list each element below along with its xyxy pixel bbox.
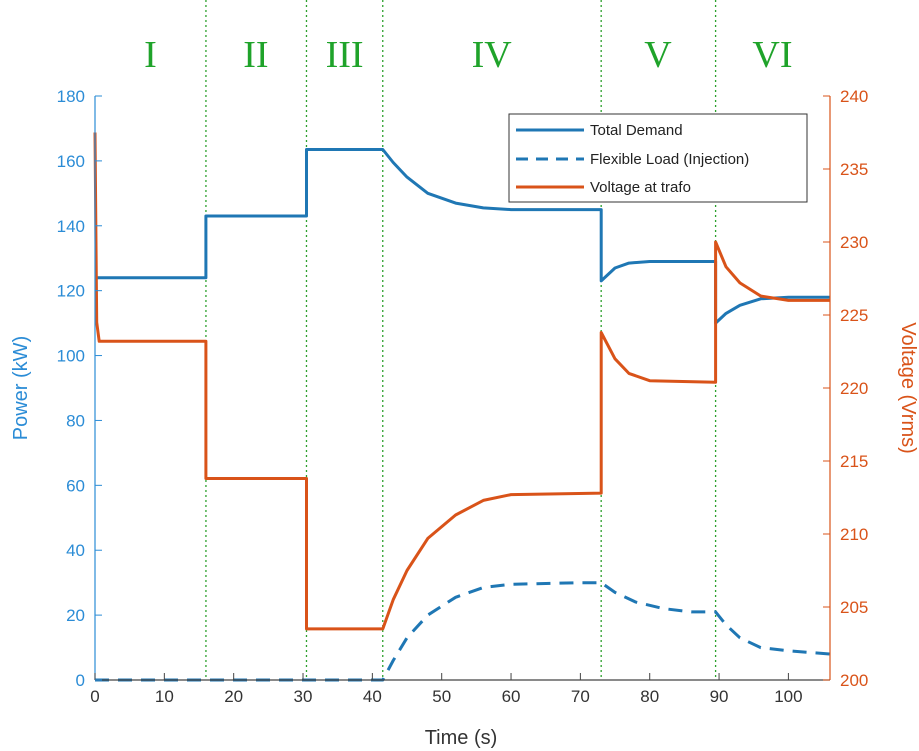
x-tick-label-3: 30 xyxy=(294,687,313,706)
phase-labels: I II III IV V VI xyxy=(144,34,792,76)
right-y-tick-label-3: 215 xyxy=(840,452,868,471)
phase-label-2: II xyxy=(243,34,268,76)
phase-label-3: III xyxy=(326,34,364,76)
left-y-tick-label-0: 0 xyxy=(76,671,85,690)
phase-label-4: IV xyxy=(472,34,513,76)
x-tick-label-8: 80 xyxy=(640,687,659,706)
right-y-tick-label-5: 225 xyxy=(840,306,868,325)
tick-labels: 0 10 20 30 40 50 60 70 80 90 100 0 20 40 60 80 100 120 140… xyxy=(57,87,869,706)
x-axis-title: Time (s) xyxy=(425,727,498,749)
left-y-tick-label-8: 160 xyxy=(57,152,85,171)
axes xyxy=(94,95,831,681)
right-y-tick-label-0: 200 xyxy=(840,671,868,690)
left-y-tick-label-9: 180 xyxy=(57,87,85,106)
right-y-tick-label-8: 240 xyxy=(840,87,868,106)
left-y-axis-title: Power (kW) xyxy=(10,336,32,440)
x-tick-label-10: 100 xyxy=(774,687,802,706)
x-tick-label-5: 50 xyxy=(432,687,451,706)
legend: Total Demand Flexible Load (Injection) V… xyxy=(508,113,808,203)
right-y-tick-label-7: 235 xyxy=(840,160,868,179)
right-y-tick-label-1: 205 xyxy=(840,598,868,617)
legend-label-flexible-load: Flexible Load (Injection) xyxy=(590,151,749,168)
right-y-axis-title: Voltage (Vrms) xyxy=(897,322,919,454)
legend-label-total-demand: Total Demand xyxy=(590,122,683,139)
right-y-tick-label-4: 220 xyxy=(840,379,868,398)
left-y-tick-label-3: 60 xyxy=(66,476,85,495)
right-y-tick-label-6: 230 xyxy=(840,233,868,252)
phase-label-1: I xyxy=(144,34,157,76)
series-line-1 xyxy=(95,148,830,325)
phase-label-6: VI xyxy=(752,34,792,76)
left-y-tick-label-6: 120 xyxy=(57,282,85,301)
x-tick-label-2: 20 xyxy=(224,687,243,706)
x-tick-label-1: 10 xyxy=(155,687,174,706)
x-tick-label-0: 0 xyxy=(90,687,99,706)
left-y-tick-label-2: 40 xyxy=(66,541,85,560)
series-line-2 xyxy=(95,581,831,682)
x-tick-label-7: 70 xyxy=(571,687,590,706)
left-y-tick-label-1: 20 xyxy=(66,606,85,625)
x-tick-label-6: 60 xyxy=(502,687,521,706)
legend-label-voltage: Voltage at trafo xyxy=(590,179,691,196)
series-line-3 xyxy=(93,132,830,631)
left-y-tick-label-7: 140 xyxy=(57,217,85,236)
left-y-tick-label-5: 100 xyxy=(57,347,85,366)
x-tick-label-4: 40 xyxy=(363,687,382,706)
phase-label-5: V xyxy=(644,34,672,76)
x-tick-label-9: 90 xyxy=(710,687,729,706)
plot-series xyxy=(93,132,831,682)
right-y-tick-label-2: 210 xyxy=(840,525,868,544)
left-y-tick-label-4: 80 xyxy=(66,411,85,430)
